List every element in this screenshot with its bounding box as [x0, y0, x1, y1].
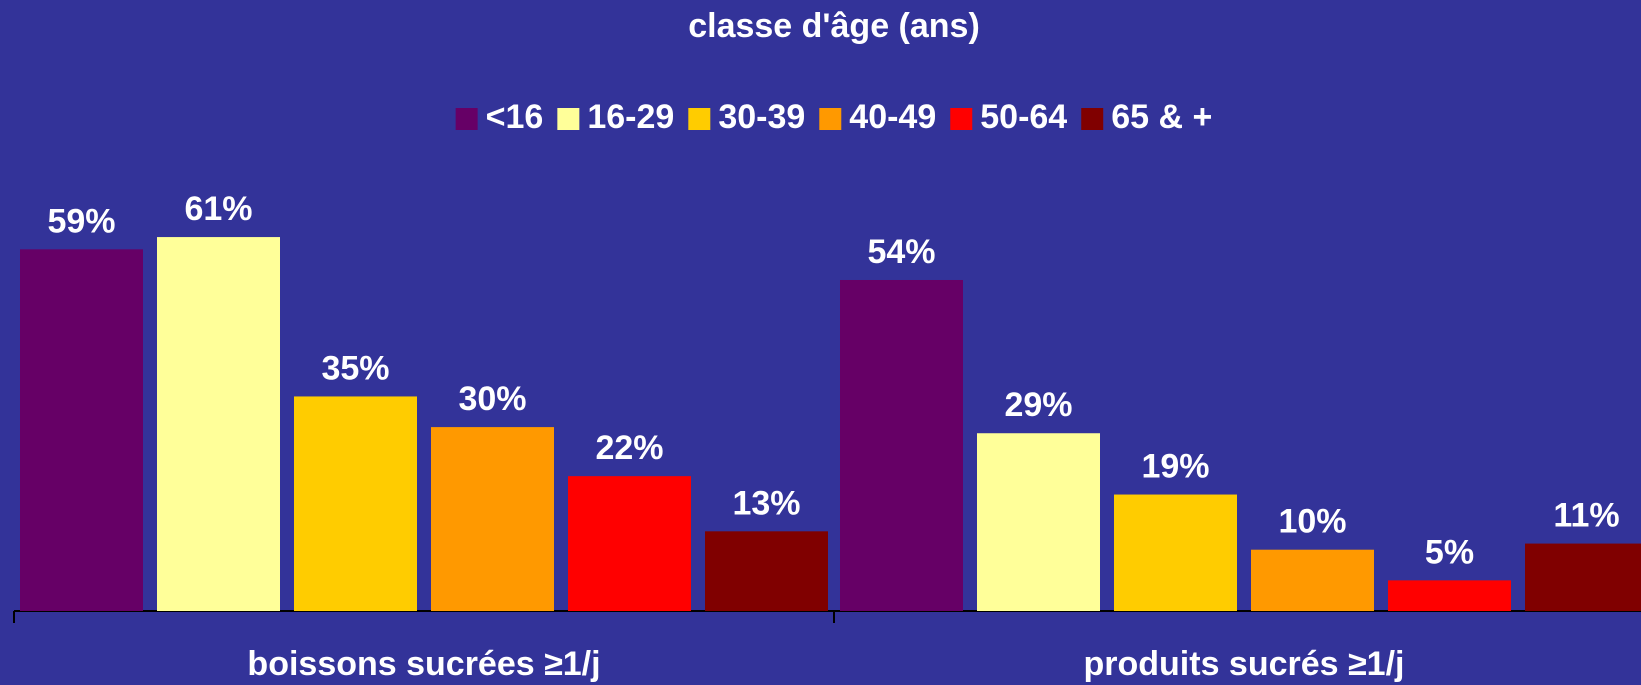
legend-swatch	[950, 108, 973, 130]
bar	[1114, 494, 1237, 611]
bar	[705, 531, 828, 611]
bar	[977, 433, 1100, 611]
legend-label: 30-39	[718, 98, 805, 136]
bar	[294, 396, 417, 611]
value-label: 5%	[1425, 533, 1474, 571]
x-tick-label: produits sucrés ≥1/j	[1084, 645, 1405, 683]
legend-label: 16-29	[587, 98, 674, 136]
bar	[1525, 543, 1641, 611]
value-label: 59%	[47, 202, 115, 240]
bar	[20, 249, 143, 611]
value-label: 22%	[595, 429, 663, 467]
value-label: 11%	[1553, 497, 1619, 535]
value-label: 29%	[1004, 386, 1072, 424]
legend-swatch	[557, 108, 580, 130]
legend-swatch	[819, 108, 842, 130]
value-label: 10%	[1278, 503, 1346, 541]
value-label: 30%	[458, 380, 526, 418]
legend-swatch	[455, 108, 478, 130]
bar	[1388, 580, 1511, 611]
legend-label: 65 & +	[1111, 98, 1212, 136]
legend-swatch	[688, 108, 711, 130]
value-label: 35%	[321, 349, 389, 387]
legend-label: <16	[486, 98, 544, 136]
bar	[840, 279, 963, 611]
bar	[431, 427, 554, 611]
value-label: 19%	[1141, 448, 1209, 486]
bar	[1251, 549, 1374, 611]
legend-swatch	[1081, 108, 1104, 130]
value-label: 61%	[184, 190, 252, 228]
bar	[157, 237, 280, 611]
legend-label: 50-64	[980, 98, 1067, 136]
chart-title: classe d'âge (ans)	[688, 7, 980, 45]
bar	[568, 476, 691, 611]
value-label: 13%	[732, 484, 800, 522]
x-tick-label: boissons sucrées ≥1/j	[247, 645, 600, 683]
legend-label: 40-49	[849, 98, 936, 136]
value-label: 54%	[867, 233, 935, 271]
